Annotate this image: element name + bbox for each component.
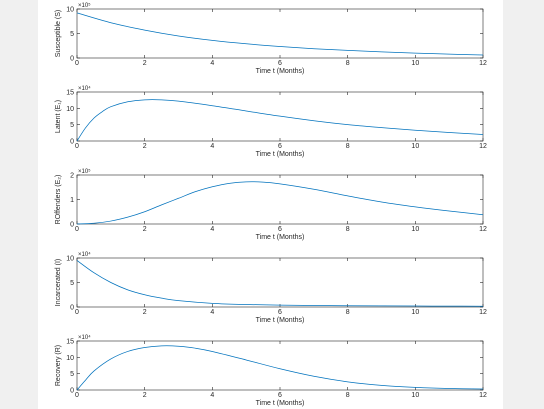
series-line: [76, 260, 484, 307]
x-axis-label: Time t (Months): [256, 317, 305, 324]
x-tick-label: 8: [346, 226, 350, 233]
y-tick-label: 0: [70, 388, 74, 395]
x-tick-label: 0: [75, 60, 79, 67]
y-exponent-label: ×10⁵: [78, 2, 91, 9]
subplot-2: 0 2 4 6 8 10 12 0 5 10 15 ×10⁴ Time t (Months) Latent…: [55, 85, 487, 158]
x-tick-label: 0: [75, 143, 79, 150]
axes-box: [76, 8, 484, 59]
series-line: [76, 12, 484, 56]
x-tick-label: 2: [143, 309, 147, 316]
x-tick-label: 6: [278, 60, 282, 67]
subplot-1: 0 2 4 6 8 10 12 0 5 10 ×10⁵ Time t (Months) Suscepti…: [55, 2, 487, 75]
x-tick-label: 10: [411, 392, 419, 399]
x-axis-label: Time t (Months): [256, 234, 305, 241]
x-tick-label: 12: [479, 226, 487, 233]
x-tick-label: 2: [143, 143, 147, 150]
subplot-4: 0 2 4 6 8 10 12 0 5 10 ×10⁴ Time t (Months) Incarcer…: [55, 251, 487, 324]
y-tick-label: 5: [70, 122, 74, 129]
y-tick-label: 0: [70, 305, 74, 312]
axes-box: [76, 174, 484, 225]
figure: 0 2 4 6 8 10 12 0 5 10 ×10⁵ Time t (Months) Suscepti…: [38, 0, 503, 409]
y-exponent-label: ×10⁴: [78, 334, 91, 341]
axes-box: [76, 340, 484, 391]
x-tick-label: 10: [411, 143, 419, 150]
x-tick-label: 8: [346, 143, 350, 150]
y-exponent-label: ×10⁴: [78, 85, 91, 92]
x-axis-label: Time t (Months): [256, 151, 305, 158]
x-tick-label: 6: [278, 143, 282, 150]
y-axis-label: Latent (E₁): [55, 100, 62, 133]
y-exponent-label: ×10⁴: [78, 251, 91, 258]
x-tick-label: 10: [411, 309, 419, 316]
x-tick-label: 0: [75, 392, 79, 399]
x-tick-label: 8: [346, 309, 350, 316]
y-tick-label: 0: [70, 56, 74, 63]
y-tick-label: 5: [70, 280, 74, 287]
x-tick-label: 6: [278, 392, 282, 399]
x-tick-label: 12: [479, 60, 487, 67]
y-tick-label: 2: [70, 173, 74, 180]
x-tick-label: 4: [210, 226, 214, 233]
x-axis-label: Time t (Months): [256, 400, 305, 407]
x-tick-label: 6: [278, 309, 282, 316]
x-tick-label: 10: [411, 60, 419, 67]
x-tick-label: 2: [143, 60, 147, 67]
y-tick-label: 5: [70, 31, 74, 38]
series-line: [76, 345, 484, 391]
x-tick-label: 4: [210, 392, 214, 399]
y-tick-label: 0: [70, 222, 74, 229]
y-axis-label: ROffenders (E₂): [55, 175, 62, 225]
x-tick-label: 8: [346, 392, 350, 399]
subplot-5: 0 2 4 6 8 10 12 0 5 10 15 ×10⁴ Time t (Months) Recove…: [55, 334, 487, 407]
y-tick-label: 1: [70, 197, 74, 204]
x-tick-label: 4: [210, 60, 214, 67]
y-tick-label: 5: [70, 371, 74, 378]
x-tick-label: 2: [143, 226, 147, 233]
x-tick-label: 12: [479, 392, 487, 399]
x-tick-label: 2: [143, 392, 147, 399]
x-tick-label: 4: [210, 143, 214, 150]
series-line: [76, 99, 484, 142]
x-tick-label: 10: [411, 226, 419, 233]
axes-box: [76, 257, 484, 308]
series-line: [76, 181, 484, 225]
y-tick-label: 10: [66, 106, 74, 113]
y-tick-label: 0: [70, 139, 74, 146]
x-tick-label: 0: [75, 309, 79, 316]
x-tick-label: 8: [346, 60, 350, 67]
y-axis-label: Incarcerated (I): [55, 259, 62, 306]
y-tick-label: 15: [66, 339, 74, 346]
y-axis-label: Susceptible (S): [55, 10, 62, 57]
x-tick-label: 6: [278, 226, 282, 233]
x-tick-label: 12: [479, 143, 487, 150]
y-tick-label: 10: [66, 7, 74, 14]
y-tick-label: 15: [66, 90, 74, 97]
x-tick-label: 4: [210, 309, 214, 316]
x-tick-label: 0: [75, 226, 79, 233]
x-axis-label: Time t (Months): [256, 68, 305, 75]
y-axis-label: Recovery (R): [55, 345, 62, 386]
x-tick-label: 12: [479, 309, 487, 316]
y-tick-label: 10: [66, 256, 74, 263]
y-tick-label: 10: [66, 355, 74, 362]
y-exponent-label: ×10⁵: [78, 168, 91, 175]
